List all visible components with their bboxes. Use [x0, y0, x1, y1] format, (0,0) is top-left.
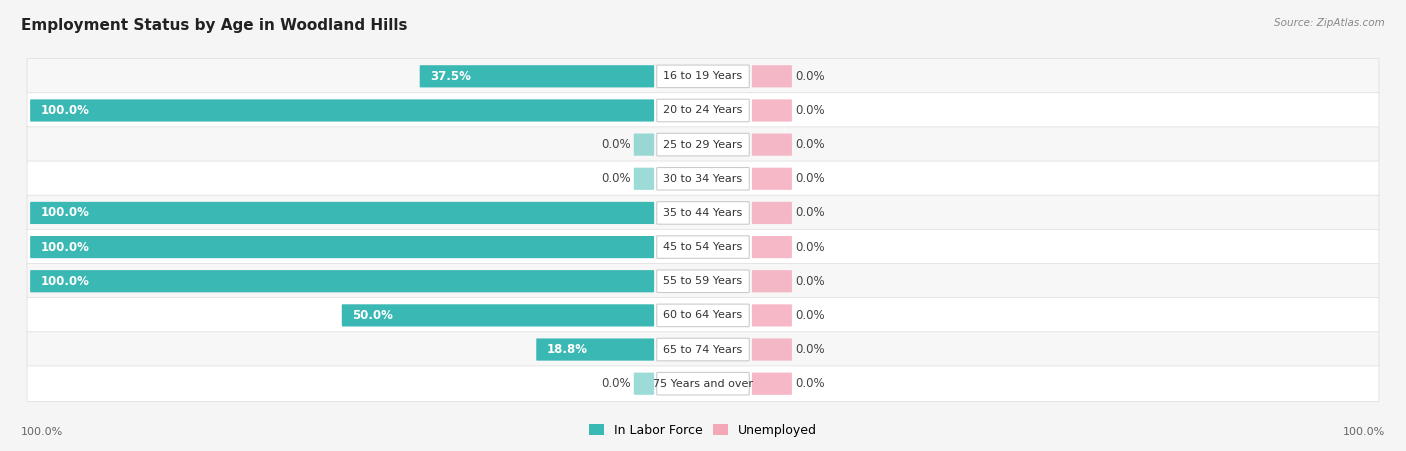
Text: 100.0%: 100.0% — [41, 240, 89, 253]
Text: 75 Years and over: 75 Years and over — [652, 379, 754, 389]
Text: 55 to 59 Years: 55 to 59 Years — [664, 276, 742, 286]
FancyBboxPatch shape — [752, 168, 792, 190]
Text: 0.0%: 0.0% — [794, 207, 824, 220]
FancyBboxPatch shape — [657, 65, 749, 87]
Text: 0.0%: 0.0% — [602, 377, 631, 390]
Text: 0.0%: 0.0% — [794, 138, 824, 151]
Text: 0.0%: 0.0% — [794, 104, 824, 117]
Text: 30 to 34 Years: 30 to 34 Years — [664, 174, 742, 184]
FancyBboxPatch shape — [27, 229, 1379, 265]
FancyBboxPatch shape — [657, 270, 749, 293]
FancyBboxPatch shape — [27, 59, 1379, 94]
Text: Employment Status by Age in Woodland Hills: Employment Status by Age in Woodland Hil… — [21, 18, 408, 33]
FancyBboxPatch shape — [657, 236, 749, 258]
Text: 0.0%: 0.0% — [794, 172, 824, 185]
Text: 100.0%: 100.0% — [1343, 428, 1385, 437]
Text: 0.0%: 0.0% — [794, 343, 824, 356]
FancyBboxPatch shape — [30, 270, 654, 292]
Text: 16 to 19 Years: 16 to 19 Years — [664, 71, 742, 81]
FancyBboxPatch shape — [657, 304, 749, 327]
FancyBboxPatch shape — [27, 332, 1379, 367]
FancyBboxPatch shape — [30, 236, 654, 258]
Text: 25 to 29 Years: 25 to 29 Years — [664, 140, 742, 150]
FancyBboxPatch shape — [752, 373, 792, 395]
FancyBboxPatch shape — [752, 133, 792, 156]
Text: 65 to 74 Years: 65 to 74 Years — [664, 345, 742, 354]
Text: 60 to 64 Years: 60 to 64 Years — [664, 310, 742, 320]
Text: 100.0%: 100.0% — [21, 428, 63, 437]
Text: 0.0%: 0.0% — [794, 309, 824, 322]
FancyBboxPatch shape — [657, 202, 749, 224]
FancyBboxPatch shape — [752, 202, 792, 224]
FancyBboxPatch shape — [27, 263, 1379, 299]
Text: 0.0%: 0.0% — [794, 240, 824, 253]
FancyBboxPatch shape — [27, 298, 1379, 333]
Text: Source: ZipAtlas.com: Source: ZipAtlas.com — [1274, 18, 1385, 28]
FancyBboxPatch shape — [657, 133, 749, 156]
Text: 50.0%: 50.0% — [352, 309, 392, 322]
FancyBboxPatch shape — [27, 161, 1379, 197]
FancyBboxPatch shape — [657, 373, 749, 395]
FancyBboxPatch shape — [30, 99, 654, 122]
FancyBboxPatch shape — [657, 167, 749, 190]
Text: 0.0%: 0.0% — [602, 172, 631, 185]
FancyBboxPatch shape — [342, 304, 654, 327]
FancyBboxPatch shape — [752, 99, 792, 122]
FancyBboxPatch shape — [27, 93, 1379, 128]
Text: 0.0%: 0.0% — [794, 275, 824, 288]
Text: 100.0%: 100.0% — [41, 104, 89, 117]
Text: 100.0%: 100.0% — [41, 275, 89, 288]
FancyBboxPatch shape — [752, 338, 792, 361]
Text: 0.0%: 0.0% — [602, 138, 631, 151]
Text: 0.0%: 0.0% — [794, 70, 824, 83]
Legend: In Labor Force, Unemployed: In Labor Force, Unemployed — [583, 419, 823, 442]
Text: 45 to 54 Years: 45 to 54 Years — [664, 242, 742, 252]
FancyBboxPatch shape — [634, 373, 654, 395]
Text: 18.8%: 18.8% — [547, 343, 588, 356]
FancyBboxPatch shape — [752, 65, 792, 87]
FancyBboxPatch shape — [27, 195, 1379, 231]
Text: 37.5%: 37.5% — [430, 70, 471, 83]
FancyBboxPatch shape — [27, 366, 1379, 401]
FancyBboxPatch shape — [752, 304, 792, 327]
FancyBboxPatch shape — [420, 65, 654, 87]
Text: 0.0%: 0.0% — [794, 377, 824, 390]
Text: 35 to 44 Years: 35 to 44 Years — [664, 208, 742, 218]
FancyBboxPatch shape — [657, 99, 749, 122]
FancyBboxPatch shape — [536, 338, 654, 361]
Text: 100.0%: 100.0% — [41, 207, 89, 220]
FancyBboxPatch shape — [634, 168, 654, 190]
FancyBboxPatch shape — [30, 202, 654, 224]
FancyBboxPatch shape — [752, 270, 792, 292]
FancyBboxPatch shape — [657, 338, 749, 361]
FancyBboxPatch shape — [752, 236, 792, 258]
Text: 20 to 24 Years: 20 to 24 Years — [664, 106, 742, 115]
FancyBboxPatch shape — [634, 133, 654, 156]
FancyBboxPatch shape — [27, 127, 1379, 162]
